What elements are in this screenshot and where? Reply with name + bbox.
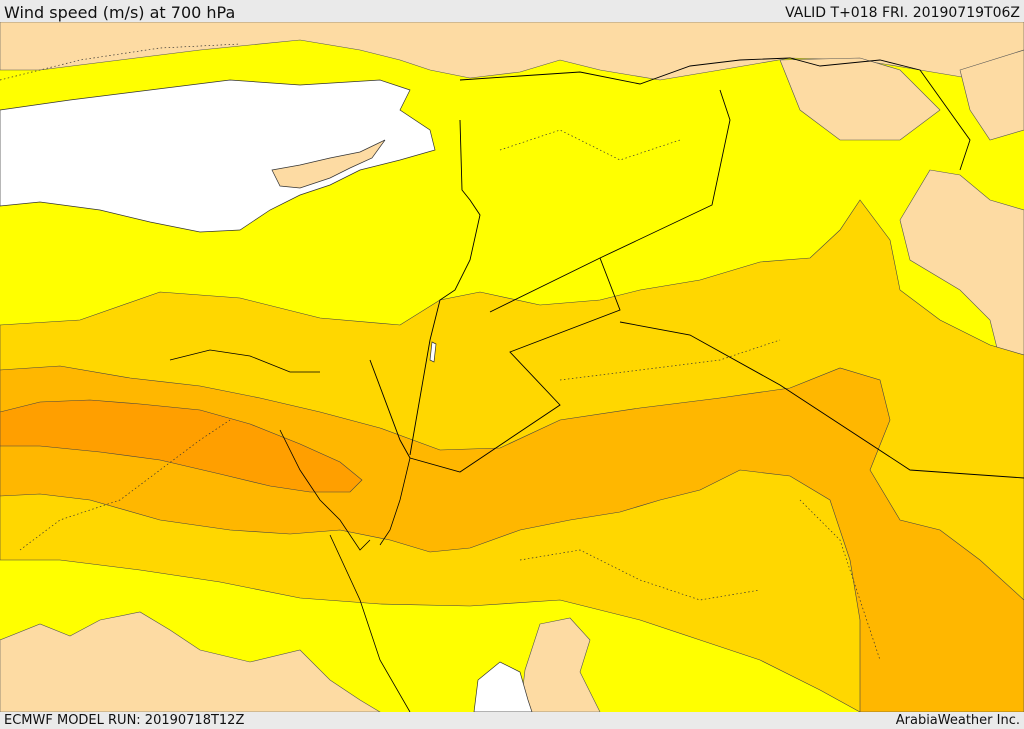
valid-time: VALID T+018 FRI. 20190719T06Z	[785, 5, 1020, 21]
map-header: Wind speed (m/s) at 700 hPa VALID T+018 …	[0, 0, 1024, 22]
credit-label: ArabiaWeather Inc.	[896, 713, 1020, 728]
wind-speed-map	[0, 22, 1024, 712]
map-title: Wind speed (m/s) at 700 hPa	[4, 3, 235, 22]
map-footer: ECMWF MODEL RUN: 20190718T12Z ArabiaWeat…	[0, 712, 1024, 729]
map-canvas	[0, 22, 1024, 712]
model-run-label: ECMWF MODEL RUN: 20190718T12Z	[4, 713, 244, 728]
